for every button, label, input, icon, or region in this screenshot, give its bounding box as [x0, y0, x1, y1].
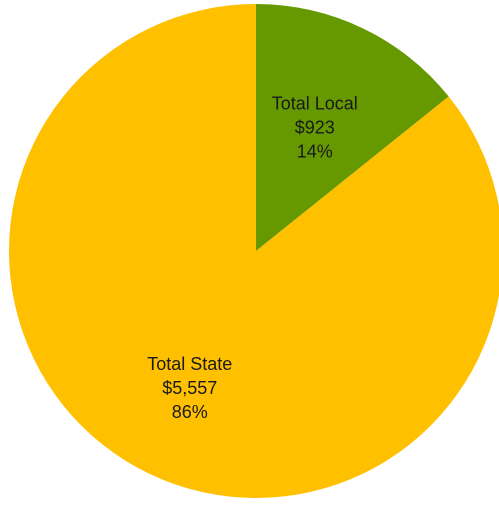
data-label-total-local: Total Local $923 14%	[272, 93, 358, 161]
slice-label-total-local: Total Local	[272, 93, 358, 113]
slice-value-total-local: $923	[295, 117, 335, 137]
slice-label-total-state: Total State	[147, 354, 232, 374]
pie-slice-total-state	[9, 4, 499, 498]
slice-value-total-state: $5,557	[162, 378, 217, 398]
labels-layer: Total Local $923 14% Total State $5,557 86%	[147, 93, 358, 422]
slice-percent-total-state: 86%	[172, 402, 208, 422]
pie-slice-total-local	[256, 4, 449, 251]
data-label-total-state: Total State $5,557 86%	[147, 354, 232, 422]
slices-layer	[9, 4, 499, 498]
slice-percent-total-local: 14%	[297, 141, 333, 161]
